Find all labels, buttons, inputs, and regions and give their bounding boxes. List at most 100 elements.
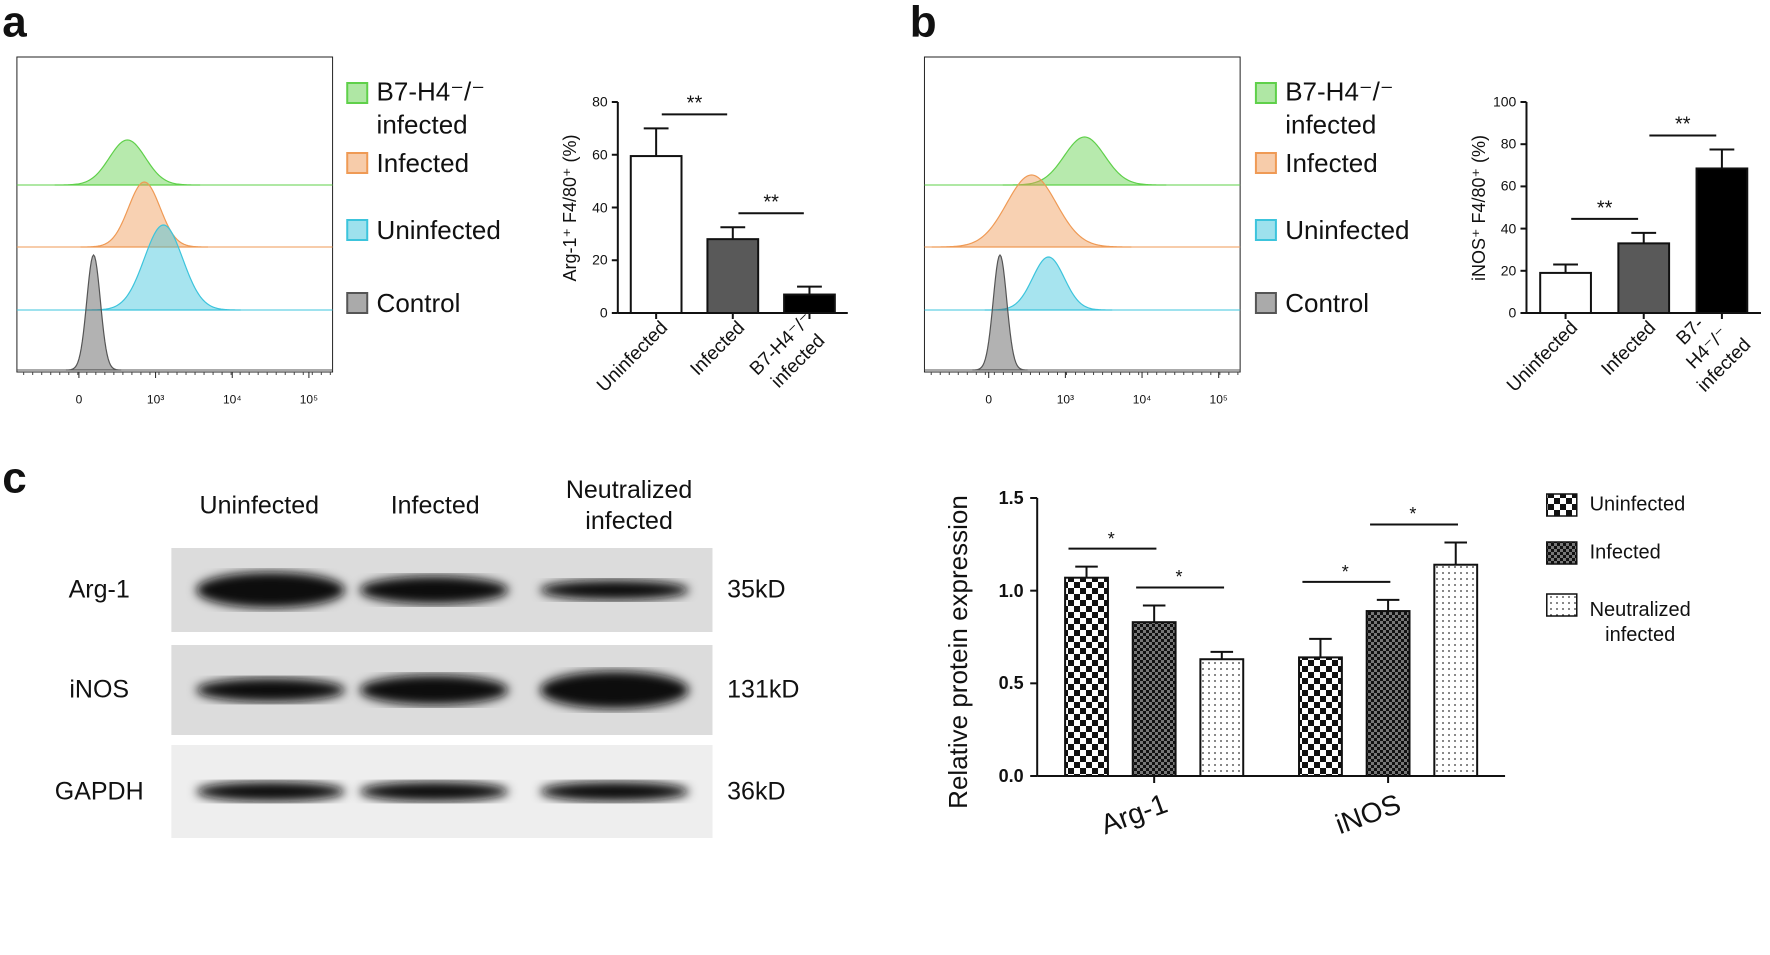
bar — [1539, 271, 1592, 315]
bar — [1298, 656, 1343, 777]
y-tick-label: 80 — [592, 93, 608, 110]
blot-row-label: GAPDH — [54, 776, 144, 805]
error-bar — [643, 127, 669, 157]
legend-swatch — [1254, 219, 1277, 241]
bar — [1365, 610, 1411, 778]
y-tick-label: 40 — [592, 198, 608, 215]
legend-label: Infected — [376, 147, 470, 178]
blot-band — [359, 675, 509, 705]
y-tick-label: 0.0 — [998, 765, 1024, 786]
bar — [1433, 563, 1479, 777]
significance-label: ** — [1675, 113, 1691, 136]
error-bar — [1709, 148, 1735, 169]
x-tick-label: 10³ — [1056, 392, 1075, 407]
bar — [1199, 658, 1245, 777]
legend-label: B7-H4⁻/⁻ infected — [1285, 76, 1394, 140]
y-tick-label: 0.5 — [998, 673, 1024, 694]
x-tick-label: 10⁵ — [1209, 392, 1228, 407]
error-bar — [1210, 650, 1234, 660]
y-tick-label: 20 — [592, 251, 608, 268]
legend-swatch — [1254, 82, 1277, 104]
blot-size-label: 131kD — [727, 675, 800, 704]
blot-band — [540, 781, 689, 802]
y-tick-label: 1.5 — [998, 487, 1024, 508]
y-axis-label: Arg-1⁺ F4/80⁺ (%) — [560, 133, 581, 282]
legend-swatch — [346, 292, 369, 314]
x-tick-label: 0 — [75, 392, 83, 407]
histogram-curve — [54, 139, 201, 186]
plot-frame — [923, 56, 1241, 373]
y-tick-label: 100 — [1492, 93, 1517, 110]
x-tick-label: 0 — [985, 392, 993, 407]
y-tick-label: 0 — [1508, 304, 1517, 321]
significance-label: ** — [763, 191, 779, 214]
blot-column-label: Neutralized infected — [565, 475, 693, 535]
y-tick-label: 1.0 — [998, 580, 1024, 601]
legend-swatch — [1254, 292, 1277, 314]
histogram-curve — [931, 174, 1132, 248]
legend-label: Infected — [1589, 541, 1661, 564]
legend-swatch — [1546, 493, 1578, 517]
blot-band — [540, 580, 689, 600]
histogram-curve — [1002, 136, 1167, 186]
error-bar — [720, 226, 746, 240]
bar — [1695, 167, 1749, 314]
legend-label: Neutralized infected — [1589, 599, 1691, 646]
error-bar — [1553, 263, 1578, 273]
significance-label: * — [1107, 528, 1115, 549]
error-bar — [1309, 637, 1332, 658]
bar — [1617, 242, 1671, 314]
significance-label: * — [1409, 504, 1417, 525]
blot-column-label: Infected — [390, 491, 480, 520]
legend-label: Infected — [1285, 147, 1378, 178]
legend-swatch — [1254, 152, 1277, 174]
blot-band — [359, 781, 509, 802]
legend-label: B7-H4⁻/⁻ infected — [376, 76, 485, 140]
x-tick-label: 10⁴ — [1132, 392, 1152, 407]
histogram-curve — [984, 256, 1113, 311]
y-axis-label: Relative protein expression — [943, 495, 974, 809]
bar — [706, 238, 760, 314]
legend-label: Uninfected — [376, 214, 501, 245]
y-axis-label: iNOS⁺ F4/80⁺ (%) — [1468, 134, 1489, 281]
legend-swatch — [1546, 541, 1578, 565]
legend-swatch — [346, 82, 369, 104]
blot-row-label: Arg-1 — [68, 575, 130, 604]
legend-swatch — [346, 152, 369, 174]
significance-label: ** — [686, 92, 703, 115]
x-tick-label: 10⁴ — [222, 392, 242, 407]
panel-letter: a — [2, 0, 27, 47]
legend-swatch — [346, 219, 369, 241]
y-tick-label: 0 — [599, 304, 608, 321]
y-tick-label: 20 — [1500, 262, 1517, 279]
blot-size-label: 35kD — [727, 575, 786, 604]
histogram-curve — [972, 253, 1028, 371]
histogram-curve — [86, 224, 241, 311]
legend-label: Uninfected — [1589, 493, 1686, 516]
blot-band — [540, 671, 689, 709]
legend-label: Uninfected — [1285, 214, 1410, 245]
blot-row-label: iNOS — [69, 675, 130, 704]
legend-label: Control — [1285, 287, 1370, 318]
histogram-curve — [80, 181, 209, 248]
y-tick-label: 40 — [1500, 219, 1517, 236]
blot-band — [196, 572, 345, 608]
error-bar — [1444, 541, 1468, 565]
bar — [1131, 621, 1177, 777]
significance-label: * — [1175, 567, 1183, 588]
y-tick-label: 60 — [1500, 177, 1517, 194]
panel-letter: c — [2, 453, 27, 503]
error-bar — [1376, 598, 1400, 612]
blot-size-label: 36kD — [727, 776, 786, 805]
error-bar — [1075, 565, 1098, 578]
plot-frame — [16, 56, 334, 373]
error-bar — [1631, 231, 1657, 244]
bar — [629, 155, 683, 314]
bar — [1064, 576, 1109, 778]
legend-swatch — [1546, 593, 1578, 617]
error-bar — [1142, 604, 1166, 623]
panel-letter: b — [909, 0, 937, 47]
y-tick-label: 60 — [592, 146, 608, 162]
